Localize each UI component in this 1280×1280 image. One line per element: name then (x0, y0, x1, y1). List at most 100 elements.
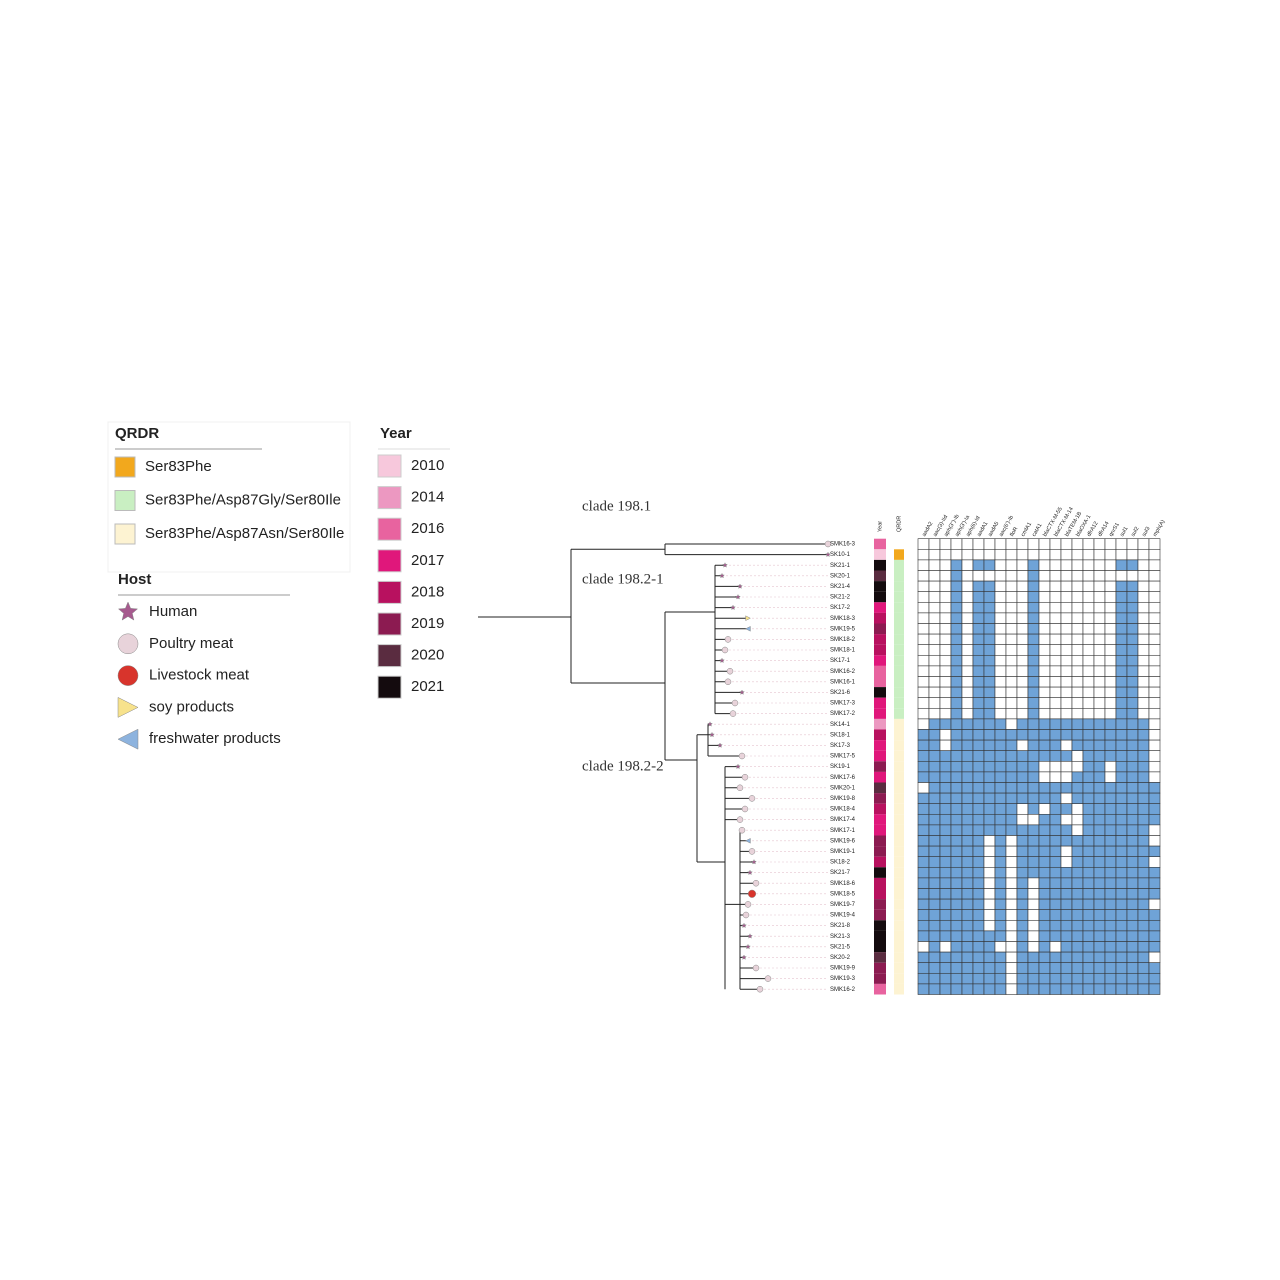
heatmap-cell (1060, 601, 1073, 614)
heatmap-cell (961, 941, 974, 953)
leaf-label: SMK17-5 (830, 754, 856, 760)
heatmap-cell (917, 824, 930, 836)
legend-symbol (117, 665, 139, 686)
heatmap-cell (994, 707, 1007, 720)
heatmap-cell (1093, 676, 1106, 688)
heatmap-cell (950, 803, 963, 815)
heatmap-cell (1082, 570, 1095, 582)
heatmap-cell (1038, 591, 1051, 603)
heatmap-cell (1093, 930, 1106, 942)
heatmap-cell (1005, 930, 1018, 942)
heatmap-cell (1104, 654, 1117, 667)
legend-symbol (117, 728, 139, 750)
heatmap-cell (1115, 686, 1128, 698)
leaf-label: SMK17-6 (830, 775, 856, 781)
heatmap-cell (1038, 909, 1051, 921)
heatmap-cell (1071, 548, 1084, 561)
heatmap-cell (1148, 856, 1161, 868)
heatmap-cell (1104, 707, 1117, 720)
heatmap-cell (1148, 601, 1161, 614)
heatmap-cell (1115, 739, 1128, 751)
heatmap-cell (1060, 580, 1073, 592)
heatmap-cell (950, 676, 963, 688)
heatmap-cell (1126, 623, 1139, 635)
heatmap-cell (917, 792, 930, 804)
heatmap-cell (972, 941, 985, 953)
heatmap-cell (1071, 962, 1084, 974)
heatmap-cell (983, 898, 996, 910)
year-cell (874, 771, 886, 783)
heatmap-cell (1016, 623, 1029, 635)
heatmap-cell (994, 633, 1007, 645)
heatmap-cell (994, 919, 1007, 932)
heatmap-cell (1016, 729, 1029, 741)
heatmap-cell (983, 856, 996, 868)
heatmap-cell (1049, 760, 1062, 773)
heatmap-cell (1093, 559, 1106, 571)
heatmap-cell (1093, 962, 1106, 974)
heatmap-cell (1115, 782, 1128, 794)
heatmap-cell (928, 771, 941, 783)
heatmap-cell (939, 739, 952, 751)
heatmap-cell (1027, 697, 1040, 709)
heatmap-cell (1148, 707, 1161, 720)
tip-symbol (751, 858, 757, 865)
heatmap-cell (1060, 930, 1073, 942)
heatmap-cell (1104, 729, 1117, 741)
heatmap-cell (917, 580, 930, 592)
heatmap-cell (961, 718, 974, 730)
heatmap-cell (1060, 835, 1073, 847)
heatmap-cell (939, 962, 952, 974)
heatmap-cell (1082, 633, 1095, 645)
leaf-label: SMK20-1 (830, 785, 856, 791)
heatmap-cell (1027, 782, 1040, 794)
heatmap-cell (1082, 644, 1095, 656)
heatmap-cell (1137, 580, 1150, 592)
heatmap-cell (1115, 877, 1128, 889)
legend-label: Ser83Phe (145, 458, 212, 475)
legend-swatch (377, 517, 402, 541)
heatmap-cell (1148, 686, 1161, 698)
heatmap-cell (917, 782, 930, 794)
heatmap-cell (1005, 845, 1018, 857)
heatmap-cell (961, 676, 974, 688)
clade-label: clade 198.1 (582, 498, 651, 514)
tip-symbol (741, 773, 749, 781)
leaf-label: SK18-1 (830, 732, 851, 738)
heatmap-cell (1016, 697, 1029, 709)
heatmap-cell (1049, 559, 1062, 571)
tip-symbol (737, 583, 743, 589)
heatmap-cell (972, 888, 985, 900)
heatmap-cell (950, 972, 963, 985)
heatmap-cell (917, 548, 930, 561)
heatmap-cell (1126, 972, 1139, 985)
heatmap-cell (1126, 548, 1139, 561)
heatmap-cell (939, 548, 952, 561)
heatmap-cell (1137, 718, 1150, 730)
heatmap-cell (1137, 686, 1150, 698)
heatmap-cell (1060, 813, 1073, 826)
heatmap-cell (1071, 782, 1084, 794)
heatmap-cell (1060, 739, 1073, 751)
heatmap-cell (1137, 930, 1150, 942)
heatmap-cell (1093, 909, 1106, 921)
heatmap-cell (928, 601, 941, 614)
heatmap-cell (950, 983, 963, 995)
heatmap-cell (961, 866, 974, 879)
year-cell (874, 750, 886, 762)
year-cell (874, 761, 886, 772)
heatmap-cell (1137, 824, 1150, 836)
qrdr-cell (894, 655, 904, 666)
heatmap-cell (1115, 654, 1128, 667)
heatmap-cell (939, 559, 952, 571)
heatmap-cell (1115, 983, 1128, 995)
heatmap-cell (1027, 707, 1040, 720)
heatmap-cell (1093, 898, 1106, 910)
heatmap-cell (1049, 729, 1062, 741)
heatmap-cell (994, 930, 1007, 942)
heatmap-cell (928, 930, 941, 942)
heatmap-cell (1082, 750, 1095, 762)
heatmap-cell (1093, 654, 1106, 667)
heatmap-cell (1137, 633, 1150, 645)
heatmap-cell (1049, 888, 1062, 900)
